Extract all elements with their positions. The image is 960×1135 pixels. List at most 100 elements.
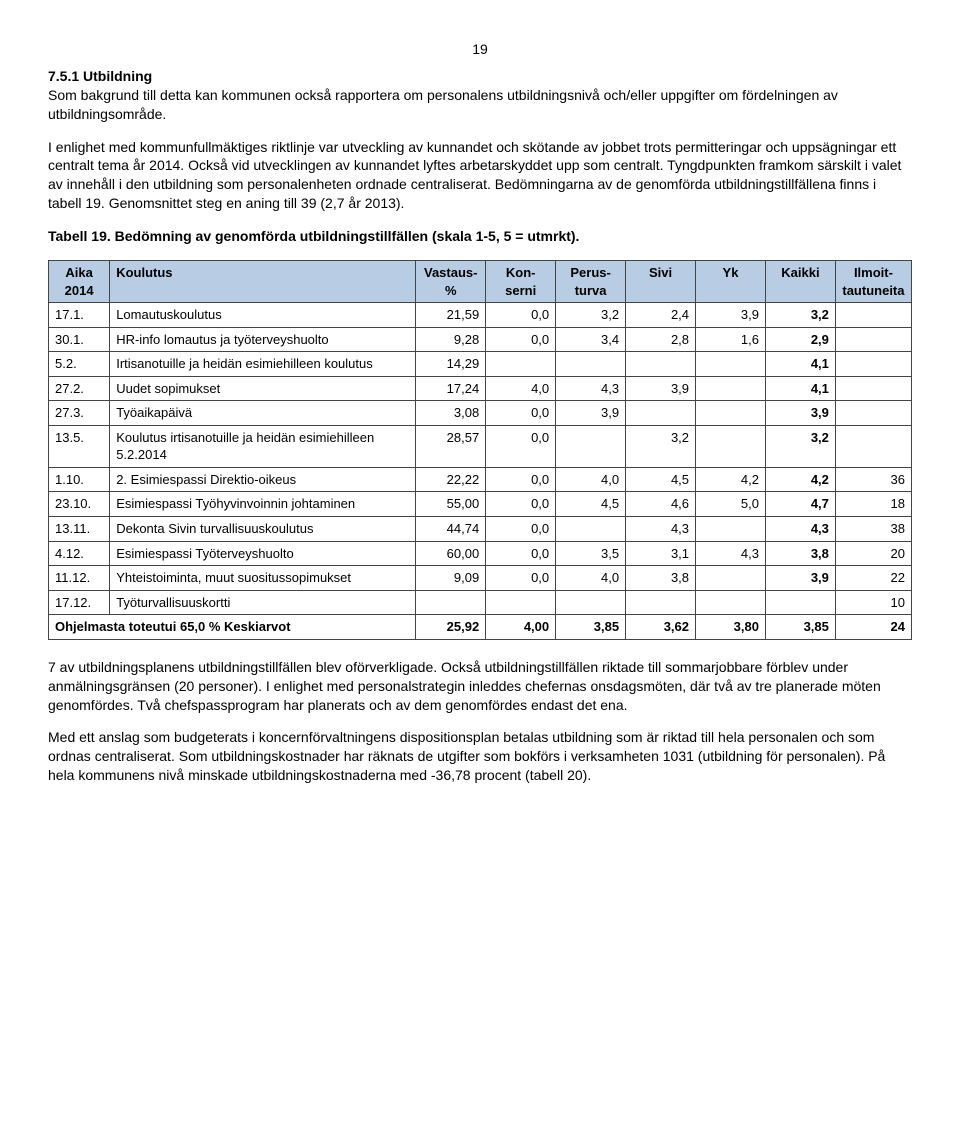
table-cell: 4,5: [556, 492, 626, 517]
table-cell: 3,8: [765, 541, 835, 566]
section-heading: 7.5.1 Utbildning: [48, 68, 152, 84]
table-cell: 4,3: [696, 541, 766, 566]
table-cell: 0,0: [486, 425, 556, 467]
summary-cell: 3,85: [765, 615, 835, 640]
table-cell: 4,7: [765, 492, 835, 517]
table-cell: Uudet sopimukset: [110, 376, 416, 401]
summary-cell: 25,92: [416, 615, 486, 640]
summary-cell: 4,00: [486, 615, 556, 640]
table-row: 13.5.Koulutus irtisanotuille ja heidän e…: [49, 425, 912, 467]
table-cell: [696, 566, 766, 591]
table-row: 17.1.Lomautuskoulutus21,590,03,22,43,93,…: [49, 303, 912, 328]
table-cell: 4,0: [556, 566, 626, 591]
table-cell: 55,00: [416, 492, 486, 517]
table-cell: 0,0: [486, 566, 556, 591]
table-row: 11.12.Yhteistoiminta, muut suositussopim…: [49, 566, 912, 591]
table-cell: 17.12.: [49, 590, 110, 615]
table-cell: 28,57: [416, 425, 486, 467]
table-cell: Työaikapäivä: [110, 401, 416, 426]
table-cell: 4,2: [765, 467, 835, 492]
table-cell: 3,4: [556, 327, 626, 352]
table-cell: [696, 425, 766, 467]
table-cell: [486, 590, 556, 615]
table-cell: Esimiespassi Työhyvinvoinnin johtaminen: [110, 492, 416, 517]
table-cell: 4,5: [626, 467, 696, 492]
table-row: 23.10.Esimiespassi Työhyvinvoinnin johta…: [49, 492, 912, 517]
table-cell: 0,0: [486, 467, 556, 492]
table-cell: 3,2: [765, 425, 835, 467]
table-row: 4.12.Esimiespassi Työterveyshuolto60,000…: [49, 541, 912, 566]
table-cell: [835, 425, 911, 467]
table-caption: Tabell 19. Bedömning av genomförda utbil…: [48, 227, 912, 246]
table-cell: 0,0: [486, 401, 556, 426]
table-cell: [696, 376, 766, 401]
table-cell: 3,9: [696, 303, 766, 328]
table-cell: 21,59: [416, 303, 486, 328]
table-cell: Lomautuskoulutus: [110, 303, 416, 328]
table-cell: 4,3: [626, 517, 696, 542]
table-cell: 17.1.: [49, 303, 110, 328]
table-cell: 4,0: [556, 467, 626, 492]
table-cell: [416, 590, 486, 615]
table-body: 17.1.Lomautuskoulutus21,590,03,22,43,93,…: [49, 303, 912, 640]
table-cell: 11.12.: [49, 566, 110, 591]
table-cell: 4,0: [486, 376, 556, 401]
table-cell: 4.12.: [49, 541, 110, 566]
table-cell: [696, 590, 766, 615]
table-cell: 4,1: [765, 352, 835, 377]
table-cell: 1.10.: [49, 467, 110, 492]
table-cell: [556, 590, 626, 615]
th-ilmoit: Ilmoit-tautuneita: [835, 261, 911, 303]
table-row: 30.1.HR-info lomautus ja työterveyshuolt…: [49, 327, 912, 352]
table-cell: 60,00: [416, 541, 486, 566]
table-cell: 0,0: [486, 541, 556, 566]
table-cell: 4,3: [556, 376, 626, 401]
table-cell: 3,5: [556, 541, 626, 566]
table-row: 27.2.Uudet sopimukset17,244,04,33,94,1: [49, 376, 912, 401]
summary-label: Ohjelmasta toteutui 65,0 % Keskiarvot: [49, 615, 416, 640]
table-cell: Irtisanotuille ja heidän esimiehilleen k…: [110, 352, 416, 377]
table-cell: 18: [835, 492, 911, 517]
table-cell: Yhteistoiminta, muut suositussopimukset: [110, 566, 416, 591]
table-cell: [556, 425, 626, 467]
table-cell: [696, 517, 766, 542]
table-cell: [835, 352, 911, 377]
table-cell: 3,8: [626, 566, 696, 591]
table-cell: 36: [835, 467, 911, 492]
table-summary-row: Ohjelmasta toteutui 65,0 % Keskiarvot25,…: [49, 615, 912, 640]
table-cell: [556, 352, 626, 377]
table-cell: [486, 352, 556, 377]
table-cell: 44,74: [416, 517, 486, 542]
table-cell: 27.2.: [49, 376, 110, 401]
table-cell: 27.3.: [49, 401, 110, 426]
table-cell: 3,08: [416, 401, 486, 426]
table-cell: 9,28: [416, 327, 486, 352]
th-aika: Aika 2014: [49, 261, 110, 303]
table-cell: 5.2.: [49, 352, 110, 377]
intro-paragraph: 7.5.1 Utbildning Som bakgrund till detta…: [48, 67, 912, 124]
table-cell: 4,6: [626, 492, 696, 517]
th-yk: Yk: [696, 261, 766, 303]
training-table: Aika 2014 Koulutus Vastaus-% Kon-serni P…: [48, 260, 912, 640]
table-cell: 9,09: [416, 566, 486, 591]
table-cell: 3,2: [765, 303, 835, 328]
para4: Med ett anslag som budgeterats i koncern…: [48, 728, 912, 785]
table-cell: 13.5.: [49, 425, 110, 467]
table-cell: [626, 590, 696, 615]
table-row: 5.2.Irtisanotuille ja heidän esimiehille…: [49, 352, 912, 377]
table-cell: 2,4: [626, 303, 696, 328]
table-cell: Dekonta Sivin turvallisuuskoulutus: [110, 517, 416, 542]
table-cell: Työturvallisuuskortti: [110, 590, 416, 615]
summary-cell: 3,80: [696, 615, 766, 640]
table-cell: 2,9: [765, 327, 835, 352]
table-cell: 2. Esimiespassi Direktio-oikeus: [110, 467, 416, 492]
table-cell: Esimiespassi Työterveyshuolto: [110, 541, 416, 566]
table-cell: 0,0: [486, 327, 556, 352]
th-koulutus: Koulutus: [110, 261, 416, 303]
th-vastaus: Vastaus-%: [416, 261, 486, 303]
table-cell: 0,0: [486, 303, 556, 328]
table-cell: 38: [835, 517, 911, 542]
table-cell: [835, 303, 911, 328]
table-cell: [835, 401, 911, 426]
summary-cell: 3,85: [556, 615, 626, 640]
